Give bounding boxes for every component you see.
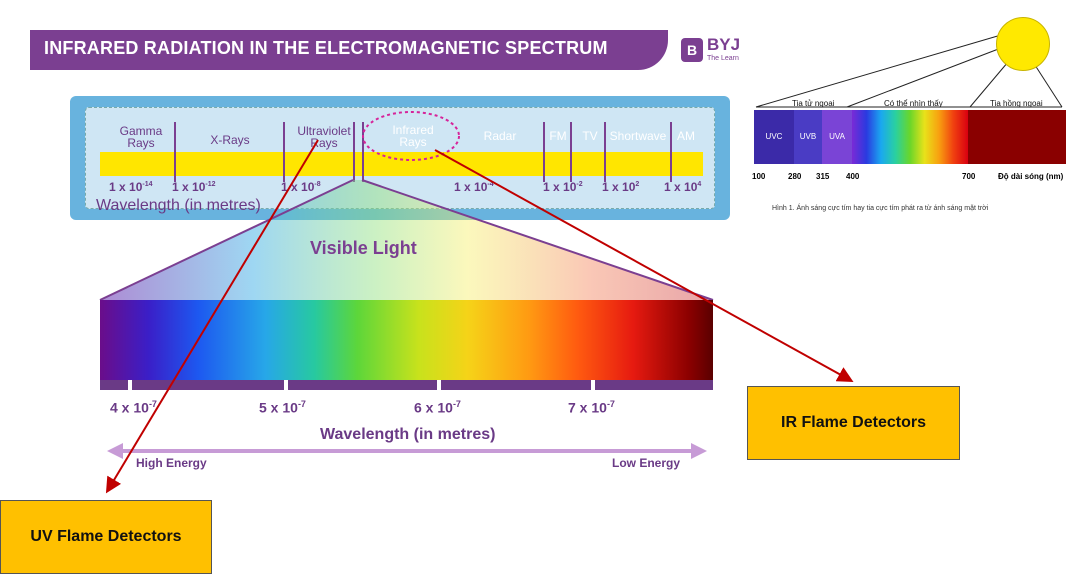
band-divider [570,122,572,182]
logo-icon: B [681,38,703,62]
visible-tick-label: 7 x 10-7 [568,399,615,416]
reference-caption: Hình 1. Ánh sáng cực tím hay tia cực tím… [772,205,989,212]
band-label-shortwave: Shortwave [609,129,667,143]
infrared-highlight [362,111,460,161]
band-divider [362,122,364,182]
uva-segment: UVA [822,110,852,164]
sun-icon [996,17,1050,71]
spectrum-band [100,152,703,176]
title-banner [30,30,668,70]
page-title: INFRARED RADIATION IN THE ELECTROMAGNETI… [44,38,608,58]
low-energy-label: Low Energy [612,456,681,470]
ir-flame-detectors-box: IR Flame Detectors [747,386,960,460]
visible-spectrum-bar [100,300,713,388]
infrared-segment [968,110,1066,164]
visible-tick-label: 6 x 10-7 [414,399,461,416]
wavelength-tick-label: 1 x 10-8 [281,180,321,194]
uvb-segment: UVB [794,110,822,164]
band-divider [670,122,672,182]
band-divider [543,122,545,182]
visible-segment [852,110,968,164]
visible-tick [284,380,288,390]
logo-name: BYJ [707,35,741,54]
visible-light-title: Visible Light [310,238,417,258]
band-label-radar: Radar [483,129,517,143]
ir-group-label: Tia hồng ngoại [990,99,1043,108]
wavelength-tick-label: 1 x 10-2 [543,180,583,194]
visible-group-label: Có thể nhìn thấy [884,99,943,108]
band-divider [174,122,176,182]
ref-axis-unit: Độ dài sóng (nm) [998,172,1064,181]
band-label-tv: TV [582,129,598,143]
spectrum-axis-label: Wavelength (in metres) [96,197,261,214]
uv-flame-detectors-box: UV Flame Detectors [0,500,212,574]
band-label-am: AM [677,129,695,143]
band-divider [283,122,285,182]
band-divider [604,122,606,182]
visible-tick-label: 4 x 10-7 [110,399,157,416]
sun-rays [755,34,1063,108]
visible-tick [128,380,132,390]
band-label-ir: Infrared Rays [392,123,434,149]
wavelength-tick-label: 1 x 104 [664,180,702,194]
ref-tick: 100 [752,172,766,181]
band-divider [353,122,355,182]
visible-spectrum-base [100,380,713,390]
wavelength-tick-label: 1 x 10-4 [454,180,494,194]
wavelength-tick-label: 1 x 10-12 [172,180,216,194]
uv-group-label: Tia tử ngoại [792,99,835,108]
visible-axis-label: Wavelength (in metres) [320,426,496,443]
ref-tick: 700 [962,172,976,181]
band-label-xrays: X-Rays [210,133,250,147]
visible-tick [591,380,595,390]
uvc-segment: UVC [754,110,794,164]
wavelength-tick-label: 1 x 10-14 [109,180,153,194]
ref-tick: 400 [846,172,860,181]
visible-tick-label: 5 x 10-7 [259,399,306,416]
band-label-gamma: Gamma Rays [119,124,163,150]
high-energy-label: High Energy [136,456,207,470]
visible-tick [437,380,441,390]
reference-spectrum-bar: UVC UVB UVA [754,110,1066,164]
wavelength-tick-label: 1 x 102 [602,180,640,194]
logo-tagline: The Learn [707,55,739,62]
ref-tick: 315 [816,172,830,181]
ref-tick: 280 [788,172,802,181]
band-label-fm: FM [549,129,567,143]
energy-arrow [107,443,707,459]
